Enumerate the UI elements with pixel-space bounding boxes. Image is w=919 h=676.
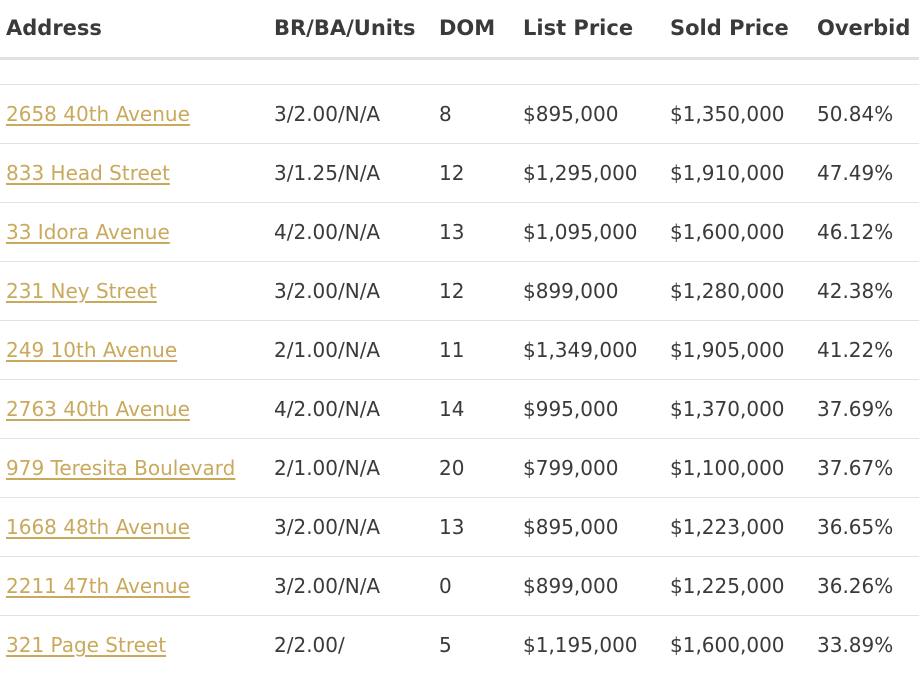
br-ba-units-cell: 3/2.00/N/A <box>268 556 433 616</box>
address-link[interactable]: 231 Ney Street <box>6 278 157 303</box>
list-price-cell: $1,349,000 <box>517 320 664 380</box>
overbid-cell: 47.49% <box>811 143 919 203</box>
table-row: 2211 47th Avenue 3/2.00/N/A 0 $899,000 $… <box>0 556 919 616</box>
address-link[interactable]: 1668 48th Avenue <box>6 514 190 539</box>
overbid-cell: 37.67% <box>811 438 919 498</box>
table-row: 2658 40th Avenue 3/2.00/N/A 8 $895,000 $… <box>0 84 919 144</box>
header-dom: DOM <box>433 0 517 60</box>
header-row: Address BR/BA/Units DOM List Price Sold … <box>0 0 919 60</box>
table-row: 249 10th Avenue 2/1.00/N/A 11 $1,349,000… <box>0 320 919 380</box>
br-ba-units-cell: 3/1.25/N/A <box>268 143 433 203</box>
sold-price-cell: $1,600,000 <box>670 632 785 657</box>
address-cell: 231 Ney Street <box>0 261 268 321</box>
list-price-cell: $1,095,000 <box>517 202 664 262</box>
sold-price-cell: $1,100,000 <box>664 438 811 498</box>
address-link[interactable]: 2763 40th Avenue <box>6 396 190 421</box>
dom-cell: 0 <box>433 556 517 616</box>
br-ba-units-cell: 4/2.00/N/A <box>268 202 433 262</box>
address-link[interactable]: 2211 47th Avenue <box>6 573 190 598</box>
dom-cell: 5 <box>439 632 452 657</box>
header-sold-price: Sold Price <box>664 0 811 60</box>
overbid-cell: 50.84% <box>811 84 919 144</box>
header-br-ba-units: BR/BA/Units <box>268 0 433 60</box>
overbid-cell: 42.38% <box>811 261 919 321</box>
header-list-price: List Price <box>517 0 664 60</box>
sold-price-cell: $1,370,000 <box>664 379 811 439</box>
br-ba-units-cell: 4/2.00/N/A <box>268 379 433 439</box>
address-link[interactable]: 321 Page Street <box>6 632 167 657</box>
list-price-cell: $995,000 <box>517 379 664 439</box>
address-cell: 833 Head Street <box>0 143 268 203</box>
list-price-cell: $899,000 <box>517 556 664 616</box>
dom-cell: 8 <box>433 84 517 144</box>
address-cell: 321 Page Street <box>0 615 268 674</box>
address-cell: 33 Idora Avenue <box>0 202 268 262</box>
overbid-cell: 36.26% <box>811 556 919 616</box>
list-price-cell: $1,195,000 <box>523 632 638 657</box>
table-row: 1668 48th Avenue 3/2.00/N/A 13 $895,000 … <box>0 497 919 557</box>
br-ba-units-cell: 3/2.00/N/A <box>268 261 433 321</box>
br-ba-units-cell: 3/2.00/N/A <box>268 84 433 144</box>
address-link[interactable]: 249 10th Avenue <box>6 337 178 362</box>
list-price-cell: $895,000 <box>517 497 664 557</box>
overbid-cell: 46.12% <box>811 202 919 262</box>
sold-price-cell: $1,225,000 <box>664 556 811 616</box>
sold-price-cell: $1,350,000 <box>664 84 811 144</box>
table-row: 2763 40th Avenue 4/2.00/N/A 14 $995,000 … <box>0 379 919 439</box>
sold-price-cell: $1,905,000 <box>664 320 811 380</box>
table-row: 321 Page Street 2/2.00/ 5 $1,195,000 $1,… <box>0 615 919 674</box>
address-cell: 1668 48th Avenue <box>0 497 268 557</box>
list-price-cell: $899,000 <box>517 261 664 321</box>
spacer-cell <box>0 58 919 85</box>
header-overbid: Overbid <box>811 0 919 60</box>
address-link[interactable]: 33 Idora Avenue <box>6 219 170 244</box>
br-ba-units-cell: 2/1.00/N/A <box>268 320 433 380</box>
overbid-cell: 41.22% <box>811 320 919 380</box>
dom-cell: 13 <box>433 497 517 557</box>
address-link[interactable]: 979 Teresita Boulevard <box>6 455 236 480</box>
list-price-cell: $1,295,000 <box>517 143 664 203</box>
dom-cell: 20 <box>433 438 517 498</box>
dom-cell: 11 <box>433 320 517 380</box>
spacer-row <box>0 58 919 85</box>
overbid-cell: 36.65% <box>811 497 919 557</box>
address-cell: 979 Teresita Boulevard <box>0 438 268 498</box>
sold-price-cell: $1,910,000 <box>664 143 811 203</box>
sold-price-cell: $1,280,000 <box>664 261 811 321</box>
header-address: Address <box>0 0 268 60</box>
dom-cell: 12 <box>433 143 517 203</box>
address-link[interactable]: 2658 40th Avenue <box>6 101 190 126</box>
address-cell: 2211 47th Avenue <box>0 556 268 616</box>
address-cell: 249 10th Avenue <box>0 320 268 380</box>
table-row: 231 Ney Street 3/2.00/N/A 12 $899,000 $1… <box>0 261 919 321</box>
dom-cell: 13 <box>433 202 517 262</box>
address-cell: 2763 40th Avenue <box>0 379 268 439</box>
overbid-cell: 33.89% <box>817 632 894 657</box>
sold-price-cell: $1,223,000 <box>664 497 811 557</box>
dom-cell: 12 <box>433 261 517 321</box>
table-row: 33 Idora Avenue 4/2.00/N/A 13 $1,095,000… <box>0 202 919 262</box>
address-link[interactable]: 833 Head Street <box>6 160 170 185</box>
address-cell: 2658 40th Avenue <box>0 84 268 144</box>
table-row: 833 Head Street 3/1.25/N/A 12 $1,295,000… <box>0 143 919 203</box>
overbid-cell: 37.69% <box>811 379 919 439</box>
sold-price-cell: $1,600,000 <box>664 202 811 262</box>
table-row: 979 Teresita Boulevard 2/1.00/N/A 20 $79… <box>0 438 919 498</box>
list-price-cell: $799,000 <box>517 438 664 498</box>
br-ba-units-cell: 3/2.00/N/A <box>268 497 433 557</box>
br-ba-units-cell: 2/1.00/N/A <box>268 438 433 498</box>
br-ba-units-cell: 2/2.00/ <box>274 632 345 657</box>
list-price-cell: $895,000 <box>517 84 664 144</box>
dom-cell: 14 <box>433 379 517 439</box>
